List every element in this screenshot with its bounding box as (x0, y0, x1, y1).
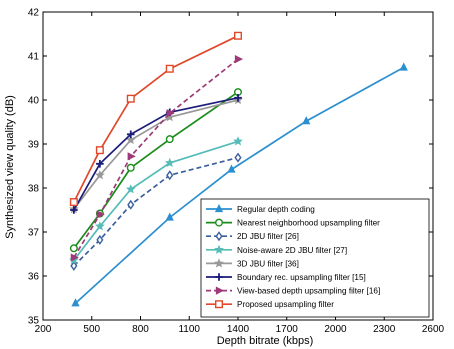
legend-label: 2D JBU filter [26] (237, 232, 299, 241)
legend-entry: 3D JBU filter [36] (206, 258, 299, 268)
data-point (166, 109, 175, 118)
data-point (96, 234, 104, 245)
data-point (234, 54, 244, 64)
legend-marker (215, 231, 223, 242)
legend-entry: Noise-aware 2D JBU filter [27] (206, 244, 347, 255)
x-tick-label: 1400 (227, 324, 250, 335)
series-5 (69, 94, 243, 214)
data-point (70, 260, 78, 271)
data-point (127, 152, 136, 161)
legend-entry: Regular depth coding (206, 203, 315, 214)
data-point (165, 64, 174, 73)
data-point (95, 146, 104, 155)
legend-marker (215, 286, 225, 295)
legend: Regular depth coding Nearest neighborhood… (200, 198, 430, 318)
y-axis-title: Synthesized view quality (dB) (4, 95, 16, 239)
data-point (95, 170, 105, 180)
legend-label: Noise-aware 2D JBU filter [27] (237, 246, 347, 255)
series-8 (69, 31, 242, 207)
legend-box (200, 198, 430, 318)
series-7 (70, 54, 244, 262)
y-tick-label: 41 (28, 52, 40, 63)
data-point (126, 130, 135, 139)
data-point (302, 116, 311, 125)
data-point (70, 206, 78, 214)
legend-entry: 2D JBU filter [26] (206, 231, 299, 242)
data-point (165, 135, 174, 144)
data-point (227, 164, 236, 173)
legend-label: Proposed upsampling filter (237, 300, 334, 309)
legend-marker (214, 244, 224, 254)
legend-label: Nearest neighborhood upsampling filter (237, 219, 380, 228)
data-point (234, 152, 242, 163)
x-tick-label: 500 (83, 324, 100, 335)
x-axis-title: Depth bitrate (kbps) (217, 335, 314, 347)
legend-marker (214, 258, 224, 268)
data-point (125, 184, 136, 194)
y-tick-label: 36 (28, 272, 40, 283)
legend-entry: Proposed upsampling filter (206, 300, 334, 309)
data-point (96, 210, 105, 219)
x-tick-label: 200 (35, 324, 52, 335)
series-3 (70, 152, 242, 271)
legend-marker (214, 300, 223, 309)
series-1 (71, 62, 408, 307)
data-point (96, 160, 104, 168)
data-point (125, 134, 136, 145)
x-tick-label: 2300 (373, 324, 396, 335)
x-tick-label: 1100 (178, 324, 200, 335)
data-point (165, 212, 174, 221)
series-2 (69, 88, 242, 253)
legend-label: 3D JBU filter [36] (237, 259, 299, 268)
legend-entry: View-based depth upsampling filter [16] (206, 286, 380, 296)
data-point (399, 62, 408, 71)
axes: 200 500 800 1100 1400 1700 2000 2300 2600 35 36 37 3… (28, 8, 445, 336)
data-point (233, 136, 243, 146)
y-tick-label: 42 (28, 8, 40, 19)
data-point (69, 198, 78, 207)
data-point (234, 94, 242, 102)
legend-label: Boundary rec. upsampling filter [15] (237, 273, 366, 282)
legend-marker (214, 203, 224, 213)
data-point (69, 244, 78, 253)
plot-area (69, 31, 408, 307)
data-point (126, 163, 135, 172)
legend-entry: Nearest neighborhood upsampling filter (206, 218, 380, 228)
y-tick-label: 40 (28, 96, 40, 107)
series-6 (70, 94, 242, 214)
y-tick-label: 35 (28, 316, 40, 327)
y-tick-label: 37 (28, 228, 40, 239)
legend-label: Regular depth coding (237, 205, 315, 214)
legend-marker (214, 218, 223, 227)
data-point (166, 170, 174, 181)
data-point (127, 199, 135, 210)
y-tick-label: 39 (28, 140, 40, 151)
data-point (164, 157, 175, 168)
legend-entry: Boundary rec. upsampling filter [15] (206, 273, 366, 282)
data-point (95, 221, 105, 231)
data-point (233, 31, 242, 40)
legend-marker (215, 273, 223, 281)
data-point (71, 298, 80, 307)
x-tick-label: 1700 (276, 324, 299, 335)
x-tick-label: 2600 (422, 324, 445, 335)
data-point (126, 94, 135, 103)
y-tick-label: 38 (28, 184, 40, 195)
data-point (70, 253, 79, 262)
legend-label: View-based depth upsampling filter [16] (237, 287, 380, 296)
x-tick-label: 2000 (324, 324, 347, 335)
x-tick-label: 800 (132, 324, 149, 335)
